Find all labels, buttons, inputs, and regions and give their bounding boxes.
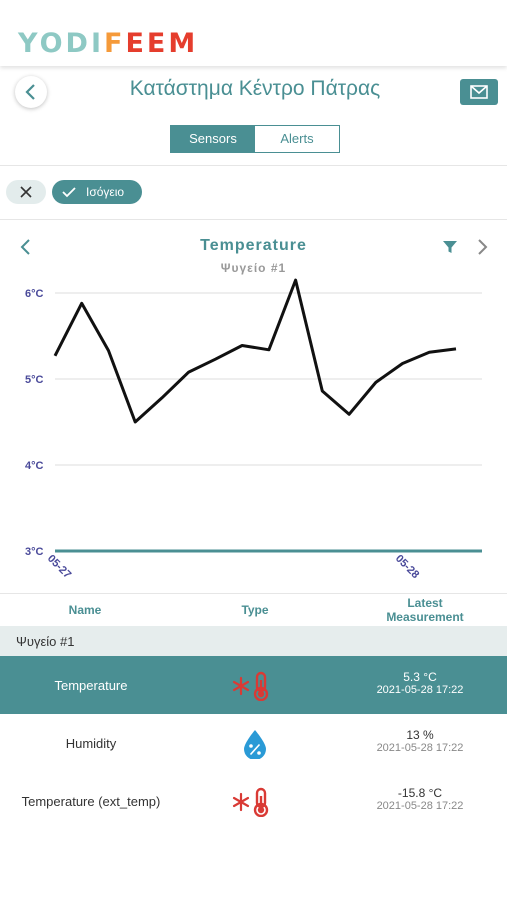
table-header: Name Type Latest Measurement <box>0 594 507 626</box>
table-row[interactable]: Temperature (ext_temp) -15.8 °C 2021-05-… <box>0 772 507 830</box>
logo-bar: YODIFEEM <box>0 0 507 66</box>
column-header-type: Type <box>241 603 269 617</box>
close-icon <box>20 186 32 198</box>
chevron-left-icon <box>25 84 35 100</box>
sensor-value: -15.8 °C <box>397 786 443 800</box>
filter-icon[interactable] <box>443 240 457 254</box>
y-tick-label: 3°C <box>25 546 44 558</box>
back-button[interactable] <box>15 76 47 108</box>
mail-icon <box>470 85 488 99</box>
page-header: Κατάστημα Κέντρο Πάτρας <box>0 66 507 118</box>
app-logo: YODIFEEM <box>18 28 198 59</box>
check-icon <box>62 187 76 198</box>
tab-alerts[interactable]: Alerts <box>255 126 339 152</box>
divider <box>0 165 507 166</box>
chart-next-icon[interactable] <box>476 238 490 256</box>
filter-chip-floor[interactable]: Ισόγειο <box>52 180 142 204</box>
logo-text-part2: F <box>104 28 126 59</box>
temperature-chart: 6°C 5°C 4°C 3°C05-27 05-28 <box>25 278 482 581</box>
sensor-name: Humidity <box>65 736 117 751</box>
sensor-timestamp: 2021-05-28 17:22 <box>376 800 464 812</box>
series-line <box>53 278 457 424</box>
x-tick-label: 05-28 <box>393 553 421 581</box>
column-header-name: Name <box>68 603 102 617</box>
sensor-value: 13 % <box>406 728 434 742</box>
x-tick-label: 05-27 <box>45 553 73 581</box>
table-row[interactable]: Temperature 5.3 °C 2021-05-28 17:22 <box>0 656 507 714</box>
divider <box>0 593 507 594</box>
chart-subtitle: Ψυγείο #1 <box>220 261 287 275</box>
table-row[interactable]: Humidity 13 % 2021-05-28 17:22 <box>0 714 507 772</box>
divider <box>0 219 507 220</box>
sensor-value: 5.3 °C <box>403 670 437 684</box>
chart-title: Temperature <box>200 237 307 254</box>
sensor-timestamp: 2021-05-28 17:22 <box>376 742 464 754</box>
y-tick-label: 6°C <box>25 288 44 300</box>
view-tabs: Sensors Alerts <box>170 125 340 153</box>
thermometer-snowflake-icon <box>232 671 269 701</box>
sensor-timestamp: 2021-05-28 17:22 <box>376 684 464 696</box>
column-header-measurement: Measurement <box>386 610 464 624</box>
chart-prev-icon[interactable] <box>18 238 32 256</box>
sensor-name: Temperature <box>54 678 128 693</box>
logo-text-part3: EEM <box>125 28 199 59</box>
filter-chip-label: Ισόγειο <box>86 185 125 199</box>
group-row: Ψυγείο #1 <box>0 626 507 656</box>
logo-text-part1: YODI <box>18 28 104 59</box>
humidity-drop-icon <box>244 730 266 759</box>
clear-filter-button[interactable] <box>6 180 46 204</box>
y-tick-label: 4°C <box>25 460 44 472</box>
y-tick-label: 5°C <box>25 374 44 386</box>
tab-sensors[interactable]: Sensors <box>171 126 255 152</box>
page-title: Κατάστημα Κέντρο Πάτρας <box>129 77 381 100</box>
sensor-name: Temperature (ext_temp) <box>21 794 161 809</box>
thermometer-snowflake-icon <box>232 787 269 817</box>
column-header-latest: Latest <box>407 596 443 610</box>
mail-button[interactable] <box>460 79 498 105</box>
group-label: Ψυγείο #1 <box>16 634 75 649</box>
